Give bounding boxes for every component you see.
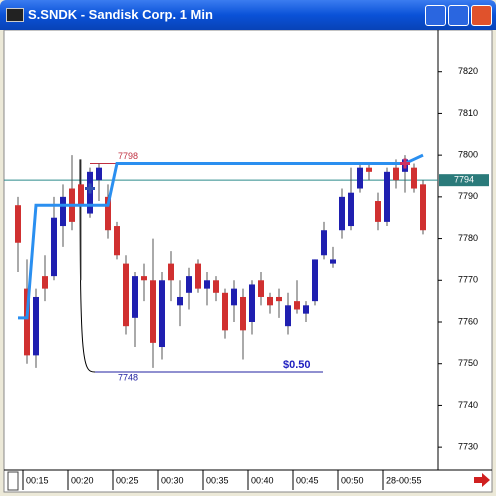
candle-body: [231, 288, 237, 306]
last-price-label: 7794: [454, 175, 474, 185]
candle-body: [285, 305, 291, 327]
y-tick-label: 7800: [458, 150, 478, 160]
y-tick-label: 7760: [458, 316, 478, 326]
y-tick-label: 7820: [458, 66, 478, 76]
x-tick-label: 28-00:55: [386, 475, 422, 485]
maximize-button[interactable]: [448, 5, 469, 26]
candle-body: [420, 184, 426, 231]
chart: 7730 7740 7750 7760 7770 7780 7790 7800 7810 7820…: [3, 30, 493, 493]
candle-body: [150, 280, 156, 343]
close-button[interactable]: [471, 5, 492, 26]
candle-body: [348, 192, 354, 227]
candle-body: [276, 296, 282, 302]
candle-body: [15, 205, 21, 243]
x-tick-label: 00:40: [251, 475, 274, 485]
range-label: $0.50: [283, 359, 311, 371]
connector-curve: [79, 159, 96, 373]
y-tick-label: 7780: [458, 233, 478, 243]
candle-body: [384, 171, 390, 222]
candle-body: [321, 230, 327, 256]
candle-body: [51, 217, 57, 277]
title-bar: S.SNDK - Sandisk Corp. 1 Min: [0, 0, 496, 30]
candle-body: [249, 284, 255, 322]
candle-body: [42, 276, 48, 289]
candle-body: [60, 196, 66, 227]
candle-body: [312, 259, 318, 302]
candle-body: [78, 184, 84, 206]
candle-body: [258, 280, 264, 297]
y-tick-label: 7770: [458, 275, 478, 285]
x-tick-label: 00:45: [296, 475, 319, 485]
candle-body: [195, 263, 201, 289]
candle-body: [375, 201, 381, 222]
minimize-button[interactable]: [425, 5, 446, 26]
scroll-box[interactable]: [7, 471, 19, 491]
candle-body: [24, 288, 30, 356]
x-tick-label: 00:50: [341, 475, 364, 485]
candle-body: [267, 296, 273, 306]
last-price-box: [439, 174, 489, 187]
candle-body: [141, 276, 147, 281]
candle-body: [339, 196, 345, 231]
candle-body: [186, 276, 192, 293]
candle-body: [366, 167, 372, 172]
candle-body: [105, 196, 111, 231]
trail-line: [18, 153, 424, 320]
candle-body: [96, 167, 102, 181]
low-level-label: 7748: [118, 372, 138, 382]
y-tick-label: 7730: [458, 442, 478, 452]
signal-marker: [400, 158, 410, 169]
chart-panel: [3, 30, 493, 493]
signal-marker: [85, 183, 95, 194]
x-tick-label: 00:30: [161, 475, 184, 485]
candle-body: [357, 167, 363, 189]
x-tick-label: 00:35: [206, 475, 229, 485]
app-icon: [6, 8, 24, 22]
candle-body: [222, 292, 228, 331]
candle-body: [213, 280, 219, 293]
candle-body: [159, 280, 165, 348]
candle-body: [393, 167, 399, 181]
candle-body: [177, 296, 183, 306]
candle-body: [114, 226, 120, 256]
scroll-arrow[interactable]: [474, 473, 490, 487]
high-level-label: 7798: [118, 151, 138, 161]
y-tick-label: 7740: [458, 400, 478, 410]
candle-body: [33, 296, 39, 356]
y-tick-label: 7790: [458, 191, 478, 201]
x-tick-label: 00:25: [116, 475, 139, 485]
candle-body: [204, 280, 210, 289]
y-tick-label: 7810: [458, 108, 478, 118]
candle-body: [294, 301, 300, 310]
candle-body: [168, 263, 174, 281]
candle-body: [303, 305, 309, 314]
x-tick-label: 00:20: [71, 475, 94, 485]
y-tick-label: 7750: [458, 358, 478, 368]
candle-body: [330, 259, 336, 264]
candle-body: [240, 296, 246, 331]
candle-body: [123, 263, 129, 327]
x-tick-label: 00:15: [26, 475, 49, 485]
candle-body: [132, 276, 138, 318]
window-title: S.SNDK - Sandisk Corp. 1 Min: [28, 7, 213, 22]
candle-body: [411, 167, 417, 189]
